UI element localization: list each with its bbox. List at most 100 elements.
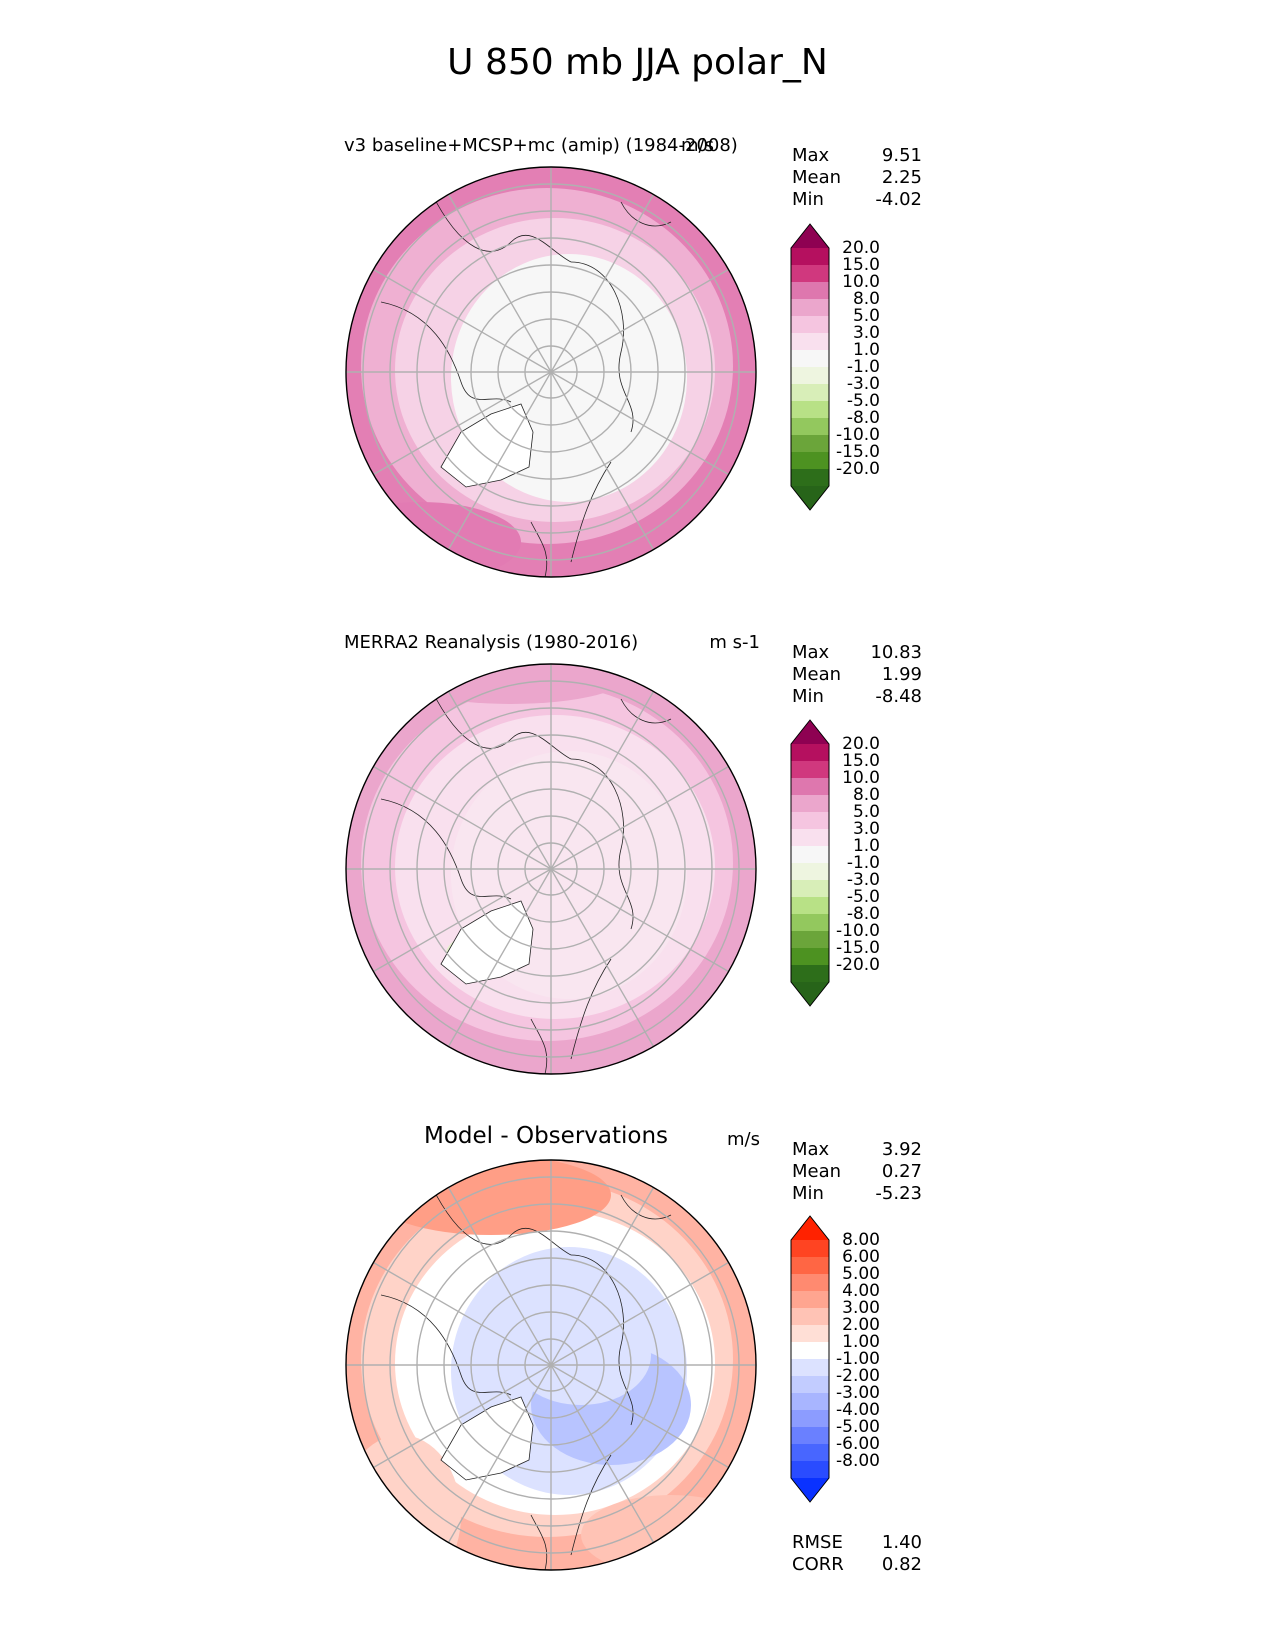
colorbar-tick-label: -15.0 [836, 442, 880, 462]
coastline [620, 698, 672, 724]
coastline [570, 261, 634, 433]
stat-value: 10.83 [870, 642, 922, 663]
colorbar-segment [791, 1359, 829, 1377]
map-fields [346, 664, 756, 1074]
colorbar-graphic [790, 1215, 830, 1503]
coastline [620, 1194, 672, 1220]
colorbar-tick-label: -5.0 [846, 391, 880, 411]
stat-value: 1.99 [881, 664, 922, 685]
colorbar-graphic [790, 719, 830, 1007]
colorbar-segment [791, 897, 829, 915]
polar-map [345, 1159, 757, 1571]
coastline [530, 521, 548, 577]
coastline [530, 1514, 548, 1570]
stat-value: 2.25 [881, 167, 922, 188]
colorbar-outline [790, 223, 830, 511]
colorbar-segment [791, 1393, 829, 1411]
colorbar-tick-label: 15.0 [842, 255, 880, 275]
colorbar-segment [791, 282, 829, 300]
colorbar-segment [791, 418, 829, 436]
colorbar-tick-label: -3.0 [846, 870, 880, 890]
colorbar-segment [791, 1240, 829, 1258]
colorbar-segment [791, 846, 829, 864]
colorbar-segment [791, 350, 829, 368]
colorbar-tick-label: -1.00 [836, 1349, 880, 1369]
stat-label: Max [792, 145, 830, 166]
colorbar-segment [791, 914, 829, 932]
colorbar-tick-label: -4.00 [836, 1400, 880, 1420]
colorbar-tick-label: -20.0 [836, 955, 880, 975]
colorbar-segment [791, 1308, 829, 1326]
colorbar-segment [791, 1325, 829, 1343]
coastline [570, 1254, 634, 1426]
colorbar-segment [791, 333, 829, 351]
coastline [380, 301, 512, 403]
colorbar-segment [791, 761, 829, 779]
stat-label: Min [792, 1183, 824, 1204]
colorbar-tick-label: 15.0 [842, 751, 880, 771]
colorbar-tick-label: -1.0 [846, 357, 880, 377]
colorbar-tick-label: 3.00 [842, 1298, 880, 1318]
colorbar-segment [791, 795, 829, 813]
colorbar-outline [790, 719, 830, 1007]
colorbar-tick-label: 1.0 [852, 340, 880, 360]
colorbar-segment [791, 829, 829, 847]
stat-value: 0.27 [881, 1161, 922, 1182]
panel-units: m s-1 [709, 632, 760, 653]
colorbar-segment [791, 248, 829, 266]
colorbar-tick-label: -3.0 [846, 374, 880, 394]
colorbar-segment [791, 452, 829, 470]
colorbar-tick-label: 20.0 [842, 238, 880, 258]
stat-value: -5.23 [875, 1183, 922, 1204]
colorbar-tick-label: 8.0 [852, 785, 880, 805]
colorbar-segment [791, 931, 829, 949]
colorbar-segment [791, 367, 829, 385]
colorbar-segment [791, 1427, 829, 1445]
colorbar-segment [791, 965, 829, 983]
map-border [345, 663, 757, 1075]
stat-label: CORR [792, 1554, 844, 1575]
panel-units: m/s [681, 135, 714, 156]
colorbar-tick-label: 1.00 [842, 1332, 880, 1352]
colorbar-tick-label: -8.0 [846, 904, 880, 924]
coastline [380, 798, 512, 900]
colorbar-tick-label: 10.0 [842, 272, 880, 292]
panel-title: MERRA2 Reanalysis (1980-2016) [344, 632, 639, 653]
colorbar-segment [791, 316, 829, 334]
colorbar-segment [791, 469, 829, 487]
colorbar-segment [791, 1291, 829, 1309]
stat-label: RMSE [792, 1532, 843, 1553]
colorbar-tick-label: -5.00 [836, 1417, 880, 1437]
stat-label: Mean [792, 167, 842, 188]
colorbar-segment [791, 265, 829, 283]
coastline [530, 1018, 548, 1074]
colorbar-tick-label: -10.0 [836, 921, 880, 941]
colorbar-tick-label: 10.0 [842, 768, 880, 788]
panel-units: m/s [727, 1129, 760, 1150]
meridian-line [373, 765, 729, 973]
colorbar-extend-top [791, 720, 829, 744]
polar-map [345, 166, 757, 578]
colorbar-extend-bottom [791, 1478, 829, 1502]
stat-label: Mean [792, 664, 842, 685]
colorbar-tick-label: -6.00 [836, 1434, 880, 1454]
colorbar-tick-label: 3.0 [852, 323, 880, 343]
colorbar-segment [791, 1376, 829, 1394]
colorbar-tick-label: 2.00 [842, 1315, 880, 1335]
colorbar-segment [791, 1461, 829, 1479]
colorbar-segment [791, 1410, 829, 1428]
colorbar-tick-label: -5.0 [846, 887, 880, 907]
coastline [570, 1454, 612, 1556]
colorbar-tick-label: 5.0 [852, 306, 880, 326]
colorbar-tick-label: 6.00 [842, 1247, 880, 1267]
stat-value: 0.82 [881, 1554, 922, 1575]
colorbar-segment [791, 744, 829, 762]
stat-label: Max [792, 1139, 830, 1160]
colorbar-tick-label: -15.0 [836, 938, 880, 958]
colorbar-tick-label: 8.00 [842, 1230, 880, 1250]
colorbar-outline [790, 1215, 830, 1503]
colorbar-tick-label: 5.00 [842, 1264, 880, 1284]
colorbar-tick-label: -2.00 [836, 1366, 880, 1386]
coastline [570, 461, 612, 563]
error-stats: RMSE 1.40 CORR 0.82 [792, 1532, 922, 1576]
